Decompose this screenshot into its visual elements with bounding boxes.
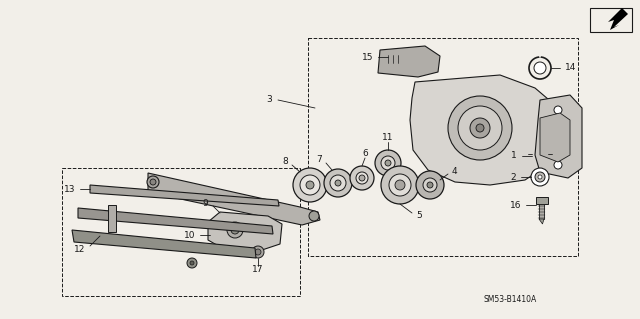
- Polygon shape: [148, 173, 320, 225]
- Circle shape: [531, 168, 549, 186]
- Circle shape: [350, 166, 374, 190]
- Text: SM53-B1410A: SM53-B1410A: [483, 295, 536, 305]
- Text: 8: 8: [282, 158, 288, 167]
- Bar: [385, 52, 403, 66]
- Circle shape: [458, 106, 502, 150]
- Bar: [536, 197, 548, 204]
- Circle shape: [252, 246, 264, 258]
- Circle shape: [150, 179, 156, 185]
- Text: 9: 9: [202, 198, 208, 207]
- Text: 17: 17: [252, 265, 264, 275]
- Text: 6: 6: [362, 150, 368, 159]
- Text: 5: 5: [416, 211, 422, 219]
- Circle shape: [375, 150, 401, 176]
- Circle shape: [535, 172, 545, 182]
- Circle shape: [470, 118, 490, 138]
- Polygon shape: [72, 230, 256, 258]
- Polygon shape: [608, 8, 628, 30]
- Polygon shape: [78, 208, 273, 234]
- Text: 7: 7: [316, 155, 322, 165]
- Text: 2: 2: [510, 173, 516, 182]
- Bar: [532, 150, 548, 163]
- Circle shape: [385, 160, 391, 166]
- Text: 14: 14: [565, 63, 577, 72]
- Circle shape: [448, 96, 512, 160]
- Circle shape: [306, 181, 314, 189]
- Text: 15: 15: [362, 53, 373, 62]
- Polygon shape: [108, 205, 116, 232]
- Circle shape: [554, 106, 562, 114]
- Text: 16: 16: [509, 201, 521, 210]
- Circle shape: [389, 174, 411, 196]
- Circle shape: [554, 161, 562, 169]
- Polygon shape: [535, 95, 582, 178]
- Circle shape: [423, 178, 437, 192]
- Text: 10: 10: [184, 231, 195, 240]
- Bar: [539, 204, 544, 219]
- Circle shape: [309, 211, 319, 221]
- Circle shape: [538, 175, 542, 179]
- Circle shape: [381, 166, 419, 204]
- Circle shape: [324, 169, 352, 197]
- Circle shape: [381, 156, 395, 170]
- Circle shape: [227, 222, 243, 238]
- Circle shape: [255, 249, 261, 255]
- Text: FR.: FR.: [597, 17, 615, 27]
- Circle shape: [231, 226, 239, 234]
- Polygon shape: [208, 212, 282, 250]
- Circle shape: [187, 258, 197, 268]
- Circle shape: [395, 180, 405, 190]
- Polygon shape: [378, 46, 440, 77]
- Circle shape: [416, 171, 444, 199]
- Circle shape: [356, 172, 368, 184]
- Text: 1: 1: [511, 152, 517, 160]
- Text: 13: 13: [63, 184, 75, 194]
- Circle shape: [427, 182, 433, 188]
- FancyBboxPatch shape: [590, 8, 632, 32]
- Circle shape: [190, 261, 194, 265]
- Circle shape: [359, 175, 365, 181]
- Polygon shape: [90, 185, 279, 206]
- Circle shape: [300, 175, 320, 195]
- Circle shape: [476, 124, 484, 132]
- Circle shape: [534, 62, 546, 74]
- Circle shape: [147, 176, 159, 188]
- Circle shape: [335, 180, 341, 186]
- Polygon shape: [539, 219, 544, 224]
- Text: 11: 11: [382, 133, 394, 143]
- Polygon shape: [410, 75, 558, 185]
- Circle shape: [330, 175, 346, 191]
- Text: 4: 4: [452, 167, 458, 176]
- Circle shape: [293, 168, 327, 202]
- Text: 12: 12: [74, 246, 85, 255]
- Polygon shape: [540, 113, 570, 162]
- Text: 3: 3: [266, 95, 272, 105]
